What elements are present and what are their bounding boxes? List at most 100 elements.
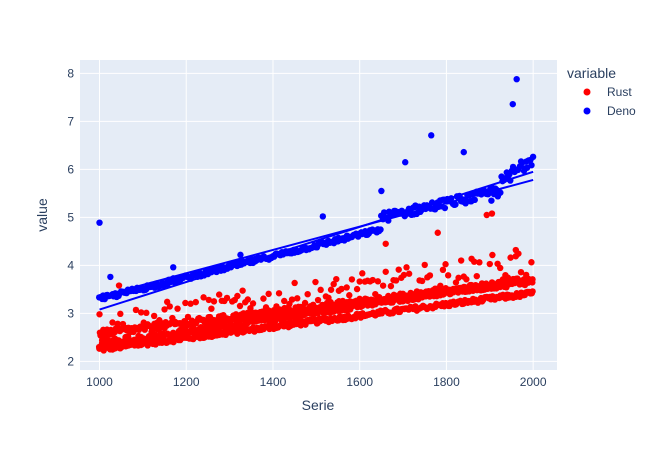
rust-point xyxy=(291,279,298,287)
rust-point xyxy=(281,297,288,305)
rust-point xyxy=(166,303,173,310)
rust-point xyxy=(182,299,189,307)
rust-point xyxy=(411,295,418,303)
rust-point xyxy=(369,276,376,284)
x-axis-title: Serie xyxy=(302,397,335,413)
rust-point xyxy=(148,328,155,336)
deno-point xyxy=(529,153,537,161)
rust-point xyxy=(325,294,332,301)
y-axis-ticks: 2 3 4 5 6 7 8 xyxy=(67,66,74,368)
rust-point xyxy=(257,314,265,321)
rust-point xyxy=(189,324,197,332)
rust-point xyxy=(476,259,483,266)
rust-point xyxy=(111,335,119,342)
rust-point xyxy=(405,270,413,277)
legend-label-deno: Deno xyxy=(607,104,636,118)
deno-outlier-point xyxy=(513,75,520,83)
rust-point xyxy=(520,276,527,283)
deno-point xyxy=(380,209,388,216)
x-tick-label: 1400 xyxy=(260,375,287,389)
rust-outlier-point xyxy=(483,211,490,219)
rust-point xyxy=(301,299,309,307)
rust-point xyxy=(275,290,283,297)
deno-outlier-point xyxy=(319,213,327,220)
rust-point xyxy=(130,328,137,335)
rust-point xyxy=(457,257,465,264)
y-tick-label: 7 xyxy=(67,114,74,128)
rust-point xyxy=(392,277,400,284)
rust-point xyxy=(119,320,127,328)
rust-point xyxy=(338,285,345,293)
rust-outlier-point xyxy=(512,246,520,254)
rust-point xyxy=(96,311,103,318)
rust-point xyxy=(210,298,218,305)
rust-point xyxy=(413,288,421,295)
rust-point xyxy=(179,325,186,332)
rust-point xyxy=(426,272,434,279)
rust-point xyxy=(197,316,205,323)
rust-point xyxy=(463,276,470,283)
rust-point xyxy=(444,272,452,279)
rust-point xyxy=(403,264,410,271)
rust-point xyxy=(351,299,358,306)
rust-outlier-point xyxy=(434,229,441,236)
legend-marker-deno xyxy=(583,107,591,115)
rust-point xyxy=(385,292,392,300)
rust-point xyxy=(395,266,402,273)
rust-outlier-point xyxy=(115,282,123,289)
y-tick-label: 6 xyxy=(67,162,74,176)
rust-point xyxy=(450,287,457,295)
deno-point xyxy=(471,196,478,204)
y-tick-label: 3 xyxy=(67,306,74,320)
deno-point xyxy=(528,161,535,169)
legend[interactable]: variable Rust Deno xyxy=(567,65,636,118)
rust-point xyxy=(236,302,244,310)
deno-point xyxy=(428,199,436,206)
x-tick-label: 1600 xyxy=(346,375,373,389)
rust-point xyxy=(442,261,449,268)
rust-point xyxy=(374,278,382,285)
y-tick-label: 8 xyxy=(67,66,74,80)
deno-point xyxy=(385,217,392,224)
rust-point xyxy=(288,296,296,303)
rust-point xyxy=(104,336,111,343)
rust-point xyxy=(372,290,379,298)
rust-point xyxy=(114,320,121,328)
rust-point xyxy=(117,310,124,318)
rust-point xyxy=(473,272,480,280)
x-tick-label: 1000 xyxy=(86,375,113,389)
rust-point xyxy=(244,296,252,303)
rust-point xyxy=(528,259,535,266)
rust-point xyxy=(299,310,306,317)
deno-point xyxy=(377,226,384,233)
rust-point xyxy=(507,254,514,261)
data-points xyxy=(95,75,537,354)
rust-point xyxy=(400,271,408,279)
rust-point xyxy=(510,276,517,284)
deno-outlier-point xyxy=(170,264,177,271)
rust-point xyxy=(333,275,340,283)
rust-point xyxy=(109,319,116,326)
rust-point xyxy=(379,282,387,289)
rust-point xyxy=(192,298,199,306)
legend-item-deno[interactable]: Deno xyxy=(583,104,637,118)
rust-point xyxy=(249,300,257,307)
rust-point xyxy=(265,290,272,298)
rust-point xyxy=(239,287,246,294)
rust-point xyxy=(260,295,267,302)
rust-point xyxy=(234,292,241,300)
rust-point xyxy=(486,260,493,268)
rust-point xyxy=(226,317,233,324)
rust-point xyxy=(346,292,353,299)
rust-point xyxy=(340,303,348,310)
rust-point xyxy=(317,286,324,294)
rust-point xyxy=(223,294,231,302)
deno-outlier-point xyxy=(402,159,409,166)
y-tick-label: 2 xyxy=(67,354,74,368)
rust-point xyxy=(437,282,444,290)
grid-lines xyxy=(80,60,557,370)
x-tick-label: 1800 xyxy=(433,375,460,389)
rust-point xyxy=(135,332,142,340)
rust-point xyxy=(137,309,145,316)
legend-item-rust[interactable]: Rust xyxy=(583,85,633,99)
